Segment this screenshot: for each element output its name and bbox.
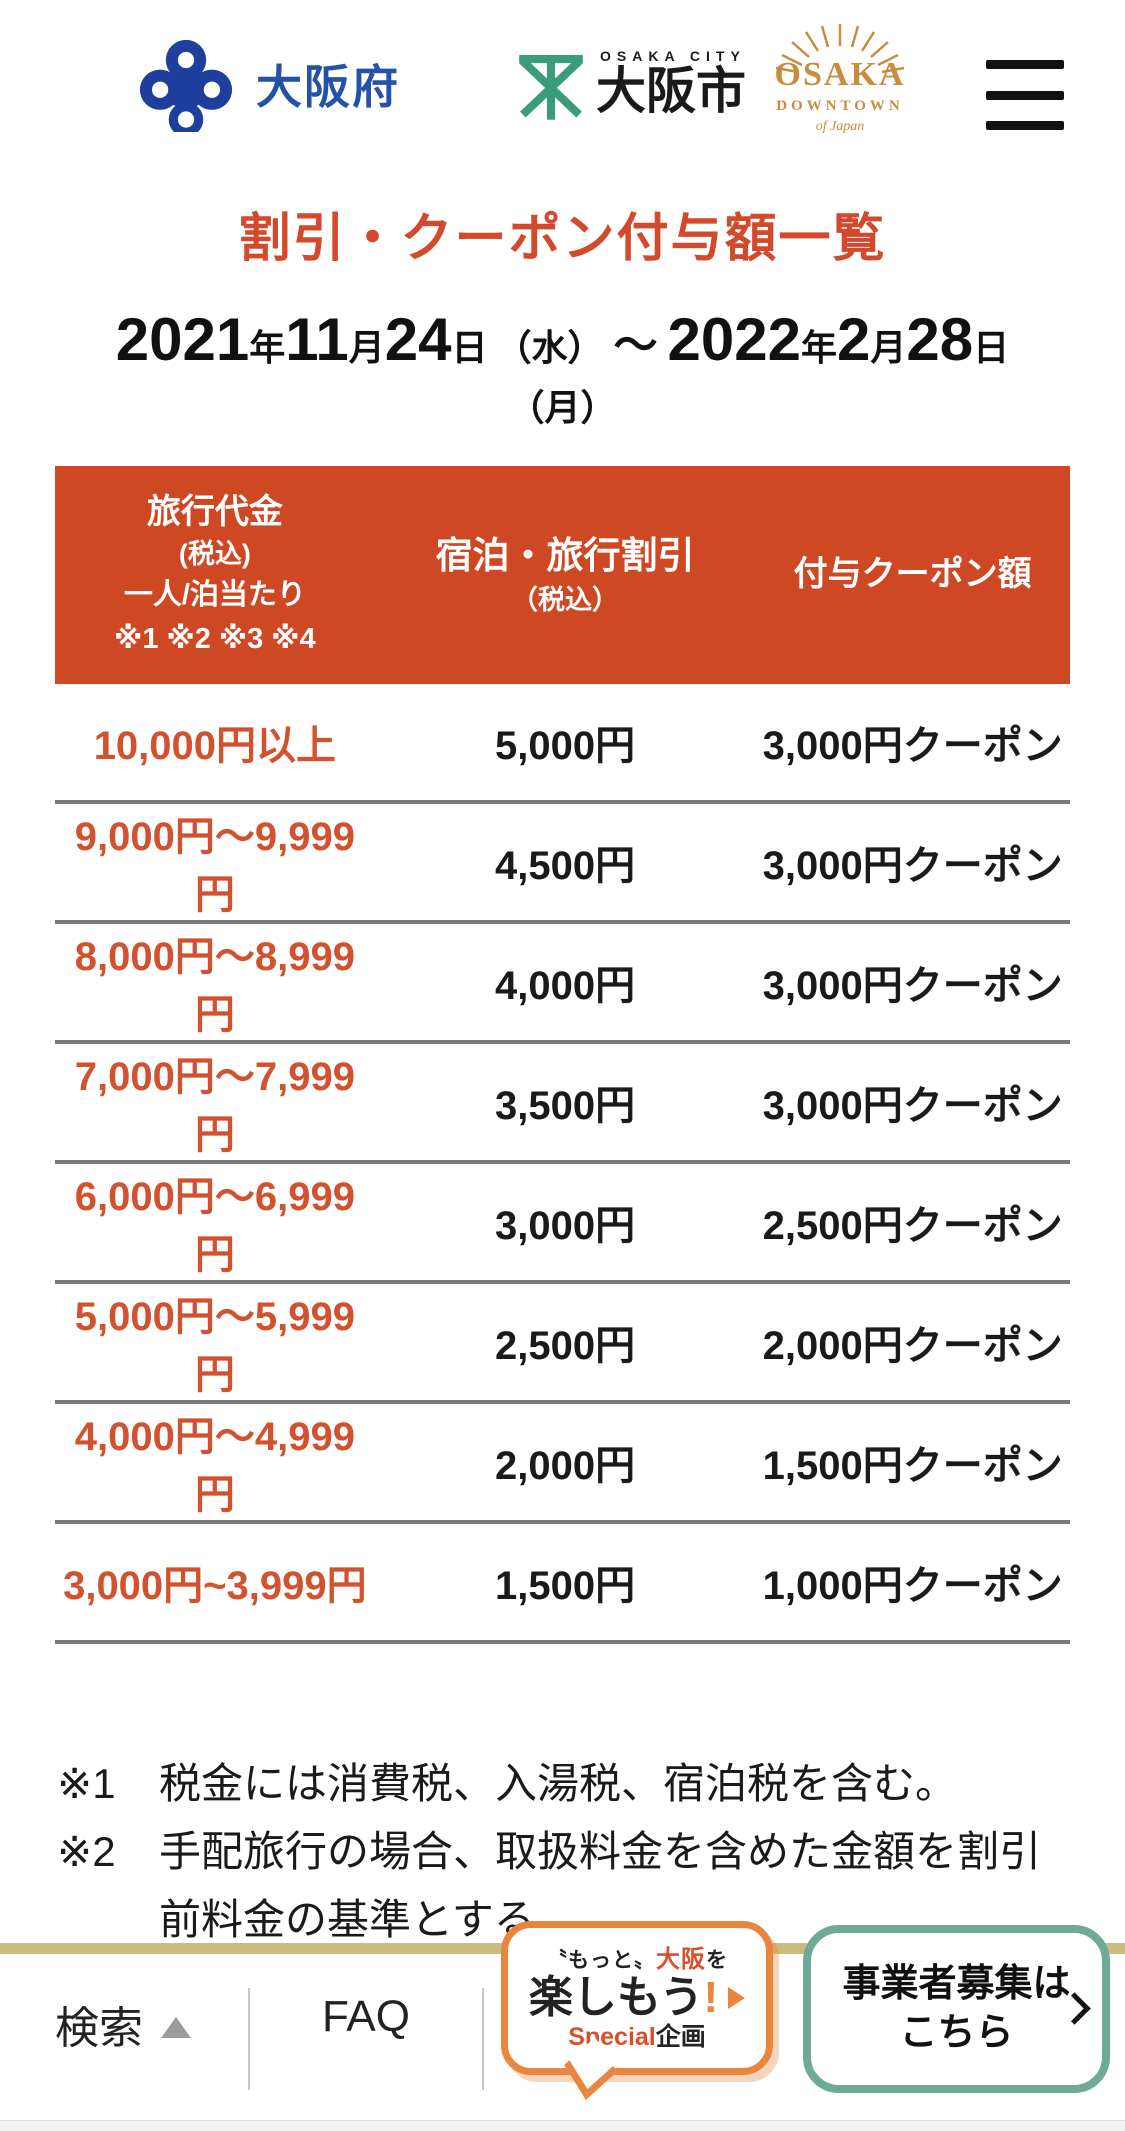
price-range-cell: 3,000円~3,999円 [63,1564,367,1608]
price-range-cell: 9,000円～9,999円 [74,815,355,917]
table-row: 7,000円～7,999円 3,500円 3,000円クーポン [55,1044,1070,1164]
price-range-cell: 8,000円～8,999円 [74,935,355,1037]
table-header-row: 旅行代金 (税込) 一人/泊当たり ※1 ※2 ※3 ※4 宿泊・旅行割引 （税… [55,466,1070,684]
page-title: 割引・クーポン付与額一覧 [238,210,887,268]
table-row: 4,000円～4,999円 2,000円 1,500円クーポン [55,1404,1070,1524]
menu-button[interactable] [986,60,1064,130]
osaka-prefecture-logo: 大阪府 [138,36,400,132]
faq-button[interactable]: FAQ [250,1992,482,2042]
discount-cell: 3,500円 [494,1084,636,1128]
discount-cell: 2,500円 [494,1324,636,1368]
coupon-column-header: 付与クーポン額 [793,555,1032,594]
search-toggle-button[interactable]: 検索 [55,1992,191,2056]
table-row: 8,000円～8,999円 4,000円 3,000円クーポン [55,924,1070,1044]
osaka-prefecture-symbol-icon [139,39,233,132]
triangle-up-icon [161,2016,191,2038]
price-range-cell: 10,000円以上 [93,724,337,768]
discount-coupon-table: 旅行代金 (税込) 一人/泊当たり ※1 ※2 ※3 ※4 宿泊・旅行割引 （税… [55,466,1070,1644]
coupon-cell: 3,000円クーポン [762,964,1063,1008]
period-line2: （月） [508,387,617,428]
coupon-cell: 2,500円クーポン [762,1204,1063,1248]
campaign-bubble-link[interactable]: 〝もっと〟大阪を 楽しもう! Special企画 [501,1921,773,2100]
price-range-cell: 5,000円～5,999円 [74,1295,355,1397]
bubble-line1: 〝もっと〟大阪を [546,1946,728,1974]
bubble-line2: 楽しもう! [529,1973,746,2022]
osaka-prefecture-label: 大阪府 [256,61,400,113]
footnotes: ※1 税金には消費税、入湯税、宿泊税を含む。 ※2 手配旅行の場合、取扱料金を含… [57,1750,1072,1954]
footer-divider [248,1988,250,2090]
search-label: 検索 [55,2004,143,2053]
discount-cell: 2,000円 [494,1444,636,1488]
table-row: 9,000円～9,999円 4,500円 3,000円クーポン [55,804,1070,924]
page-bottom-strip [0,2120,1125,2131]
coupon-cell: 2,000円クーポン [762,1324,1063,1368]
play-arrow-icon [728,1987,746,2010]
osaka-city-en-label: OSAKA CITY [600,48,746,64]
hamburger-icon [986,60,1064,69]
period-line1: 2021年11月24日 （水）～ 2022年2月28日 [115,306,1010,373]
footnote-1: ※1 税金には消費税、入湯税、宿泊税を含む。 [57,1760,958,1807]
downtown-osaka-label: OSAKA [774,56,906,93]
downtown-of-japan-label: of Japan [815,119,865,134]
discount-cell: 1,500円 [494,1564,636,1608]
osaka-city-label: 大阪市 [596,63,746,119]
discount-cell: 4,500円 [494,844,636,888]
table-row: 5,000円～5,999円 2,500円 2,000円クーポン [55,1284,1070,1404]
discount-column-header: 宿泊・旅行割引 （税込） [435,535,695,615]
sunburst-rays-icon [775,24,905,74]
osaka-city-symbol-icon [519,55,583,120]
table-row: 10,000円以上 5,000円 3,000円クーポン [55,684,1070,804]
coupon-cell: 3,000円クーポン [762,724,1063,768]
price-range-cell: 4,000円～4,999円 [74,1415,355,1517]
price-range-cell: 7,000円～7,999円 [74,1055,355,1157]
coupon-cell: 1,500円クーポン [762,1444,1063,1488]
campaign-period: 2021年11月24日 （水）～ 2022年2月28日 （月） [0,310,1125,426]
discount-cell: 4,000円 [494,964,636,1008]
table-row: 3,000円~3,999円 1,500円 1,000円クーポン [55,1524,1070,1644]
coupon-cell: 3,000円クーポン [762,1084,1063,1128]
price-range-cell: 6,000円～6,999円 [74,1175,355,1277]
discount-cell: 3,000円 [494,1204,636,1248]
footer-divider [482,1988,484,2090]
coupon-cell: 1,000円クーポン [762,1564,1063,1608]
footnote-2: ※2 手配旅行の場合、取扱料金を含めた金額を割引 前料金の基準とする [57,1828,1042,1944]
downtown-label: DOWNTOWN [776,98,904,114]
discount-cell: 5,000円 [494,724,636,768]
table-row: 6,000円～6,999円 3,000円 2,500円クーポン [55,1164,1070,1284]
coupon-cell: 3,000円クーポン [762,844,1063,888]
osaka-downtown-logo: OSAKA DOWNTOWN of Japan [768,22,912,142]
business-recruit-button[interactable]: 事業者募集は こちら [803,1925,1110,2093]
price-column-header: 旅行代金 (税込) 一人/泊当たり ※1 ※2 ※3 ※4 [114,492,316,655]
osaka-city-logo: OSAKA CITY 大阪市 [514,48,746,122]
